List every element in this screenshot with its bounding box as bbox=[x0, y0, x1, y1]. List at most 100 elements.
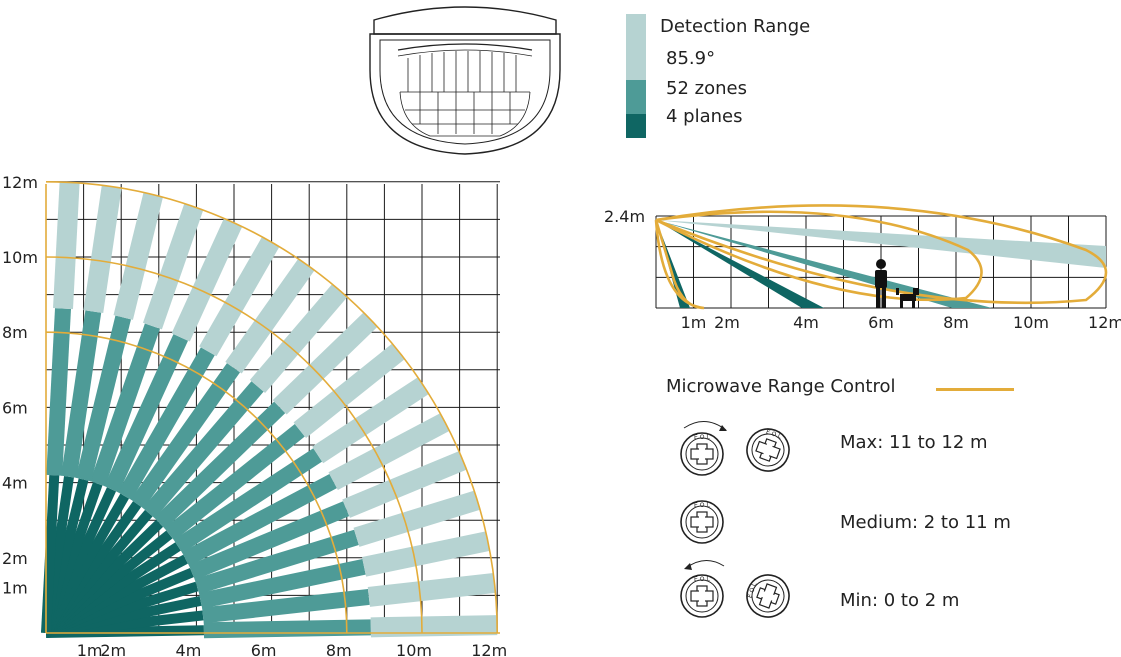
top-view-x-tick: 6m bbox=[251, 641, 277, 657]
beam-segment bbox=[203, 619, 371, 639]
sensor-device-illustration bbox=[369, 6, 561, 155]
side-view-x-tick: 1m bbox=[681, 313, 707, 332]
side-view-x-tick: 12m bbox=[1088, 313, 1121, 332]
beam-segment bbox=[173, 448, 323, 554]
beam-segment bbox=[272, 312, 378, 415]
beam-segment bbox=[194, 529, 359, 595]
person-body bbox=[875, 270, 887, 288]
side-beam-dark bbox=[656, 220, 824, 308]
beam-segment bbox=[312, 377, 429, 464]
legend-angle: 85.9° bbox=[666, 48, 716, 69]
dog-body bbox=[900, 294, 916, 301]
beam-segment bbox=[353, 490, 481, 547]
beam-segment bbox=[181, 474, 337, 567]
mode-medium-label: Medium: 2 to 11 m bbox=[840, 512, 1011, 533]
dog-leg bbox=[900, 299, 903, 308]
beam-segment bbox=[225, 258, 315, 374]
microwave-line-swatch bbox=[936, 388, 1014, 391]
top-view-y-tick: 10m bbox=[2, 248, 38, 267]
mode-min-label: Min: 0 to 2 m bbox=[840, 590, 960, 611]
dog-leg bbox=[912, 299, 915, 308]
beam-segment bbox=[202, 588, 370, 624]
beam-segment bbox=[164, 423, 305, 541]
side-beam-light bbox=[656, 220, 1106, 268]
top-view-y-tick: 1m bbox=[2, 578, 28, 597]
beam-segment bbox=[75, 315, 131, 482]
top-view-y-tick: 2m bbox=[2, 549, 28, 568]
mode-max-label: Max: 11 to 12 m bbox=[840, 432, 988, 453]
legend-planes: 4 planes bbox=[666, 106, 743, 127]
top-view-y-tick: 12m bbox=[2, 173, 38, 192]
top-view-y-tick: 8m bbox=[2, 323, 28, 342]
top-view-x-tick: 4m bbox=[176, 641, 202, 657]
beam-segment bbox=[53, 181, 80, 310]
beam-segment bbox=[171, 218, 243, 342]
beam-segment bbox=[113, 192, 163, 320]
dog-tail bbox=[896, 288, 899, 295]
beam-segment bbox=[154, 401, 286, 530]
beam-segment bbox=[142, 203, 204, 330]
side-view-height-label: 2.4m bbox=[604, 207, 645, 226]
side-view-x-tick: 8m bbox=[943, 313, 969, 332]
beam-segment bbox=[367, 572, 496, 607]
person-leg bbox=[882, 286, 886, 308]
range-arc bbox=[45, 331, 348, 634]
beam-segment bbox=[117, 347, 215, 501]
top-view-y-tick: 6m bbox=[2, 398, 28, 417]
legend-swatch-dark bbox=[626, 114, 646, 138]
legend-title: Detection Range bbox=[660, 16, 811, 37]
top-view-range-arcs bbox=[45, 181, 500, 634]
beam-segment bbox=[46, 308, 71, 476]
range-arc bbox=[45, 256, 423, 634]
person-leg bbox=[876, 286, 880, 308]
beam-segment bbox=[61, 310, 102, 478]
range-arc bbox=[45, 181, 498, 634]
side-view-x-tick: 4m bbox=[793, 313, 819, 332]
side-beam-mid bbox=[656, 220, 992, 308]
beam-segment bbox=[370, 615, 498, 638]
microwave-legend: Microwave Range Control bbox=[666, 376, 1026, 402]
beam-segment bbox=[90, 323, 160, 487]
knob-medium-icon bbox=[680, 500, 724, 544]
legend-swatch-light bbox=[626, 14, 646, 80]
person-head bbox=[876, 259, 886, 269]
side-view-x-tick: 6m bbox=[868, 313, 894, 332]
knob-settings-icons: E O L bbox=[680, 421, 796, 624]
side-view-x-tick: 2m bbox=[714, 313, 740, 332]
top-view-x-tick: 1m bbox=[77, 641, 103, 657]
beam-segment bbox=[362, 531, 490, 577]
knob-min-alt-icon bbox=[740, 568, 796, 624]
legend-color-bar bbox=[626, 14, 646, 138]
microwave-lobe-max bbox=[655, 204, 1108, 305]
beam-segment bbox=[199, 236, 280, 357]
knob-max-icon bbox=[680, 421, 727, 476]
microwave-lobe-min bbox=[654, 219, 705, 310]
beam-segment bbox=[188, 501, 350, 580]
top-view-y-tick: 4m bbox=[2, 474, 28, 493]
top-view-x-tick: 12m bbox=[471, 641, 507, 657]
knob-max-alt-icon bbox=[740, 422, 796, 478]
beam-segment bbox=[130, 363, 241, 509]
beam-segment bbox=[249, 284, 348, 393]
beam-segment bbox=[83, 185, 122, 314]
side-view-microwave-lobes bbox=[654, 204, 1108, 310]
legend-swatch-mid bbox=[626, 80, 646, 114]
beam-segment bbox=[342, 451, 467, 518]
person-silhouette bbox=[875, 259, 887, 308]
beam-segment bbox=[328, 413, 450, 490]
dog-head bbox=[913, 288, 919, 295]
microwave-title: Microwave Range Control bbox=[666, 376, 896, 397]
microwave-lobe-medium bbox=[655, 210, 983, 302]
knob-min-icon bbox=[680, 560, 725, 618]
side-view-coverage-diagram: 2.4m 1m 2m 4m 6m 8m 10m 12m bbox=[604, 204, 1121, 332]
beam-segment bbox=[41, 475, 60, 634]
dog-silhouette bbox=[896, 288, 919, 308]
top-view-x-tick: 8m bbox=[326, 641, 352, 657]
beam-segment bbox=[293, 343, 405, 439]
top-view-x-tick: 2m bbox=[100, 641, 126, 657]
top-view-x-tick: 10m bbox=[396, 641, 432, 657]
side-beam-dark-near bbox=[656, 220, 690, 308]
legend: Detection Range 85.9° 52 zones 4 planes bbox=[626, 14, 926, 144]
beam-segment bbox=[198, 559, 366, 609]
